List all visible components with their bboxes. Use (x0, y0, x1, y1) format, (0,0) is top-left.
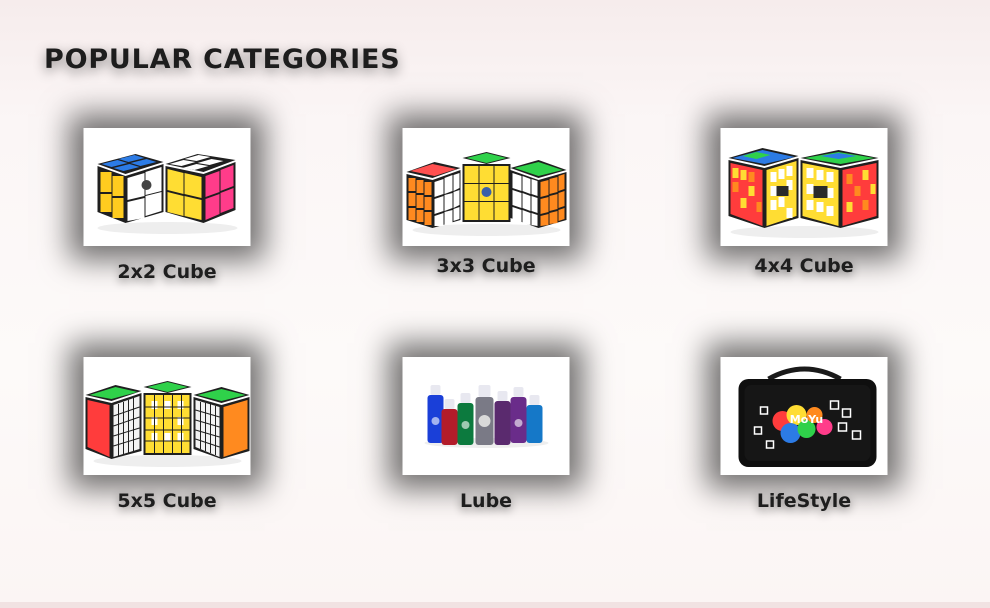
category-card-4x4[interactable]: 4x4 Cube (674, 128, 934, 318)
5x5-cube-image[interactable] (83, 357, 251, 475)
category-label-5x5[interactable]: 5x5 Cube (117, 490, 217, 512)
cube-bag-image[interactable]: MoYu (720, 357, 888, 475)
category-card-lube[interactable]: Lube (356, 357, 616, 547)
category-label-lifestyle[interactable]: LifeStyle (756, 490, 852, 512)
lube-bottles-image[interactable] (402, 357, 570, 475)
category-card-2x2[interactable]: 2x2 Cube (37, 128, 297, 318)
category-card-3x3[interactable]: 3x3 Cube (356, 128, 616, 318)
category-card-lifestyle[interactable]: MoYu LifeStyle (674, 357, 934, 547)
page-bottom-strip (0, 602, 990, 608)
category-card-5x5[interactable]: 5x5 Cube (37, 357, 297, 547)
2x2-cube-image[interactable] (83, 128, 251, 246)
3x3-cube-image[interactable] (402, 128, 570, 246)
section-title: POPULAR CATEGORIES (44, 44, 401, 75)
category-label-4x4[interactable]: 4x4 Cube (754, 255, 854, 277)
category-label-3x3[interactable]: 3x3 Cube (436, 255, 536, 277)
bag-brand-text: MoYu (790, 413, 824, 426)
category-label-2x2[interactable]: 2x2 Cube (117, 261, 217, 283)
category-label-lube[interactable]: Lube (459, 490, 513, 512)
4x4-cube-image[interactable] (720, 128, 888, 246)
